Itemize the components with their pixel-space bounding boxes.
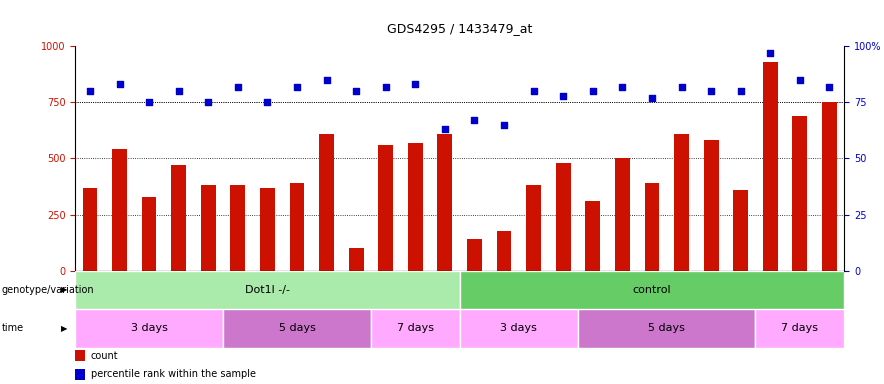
Bar	[704, 141, 719, 271]
Point	[202, 99, 216, 105]
Bar	[822, 102, 837, 271]
Bar	[438, 134, 453, 271]
Bar	[141, 197, 156, 271]
Bar	[615, 159, 629, 271]
Text: 7 days: 7 days	[397, 323, 434, 333]
Point	[793, 77, 807, 83]
Point	[615, 83, 629, 89]
Text: GDS4295 / 1433479_at: GDS4295 / 1433479_at	[387, 22, 532, 35]
Point	[704, 88, 718, 94]
Point	[763, 50, 777, 56]
Bar	[460, 271, 844, 309]
Text: 7 days: 7 days	[781, 323, 819, 333]
Text: 3 days: 3 days	[500, 323, 537, 333]
Bar	[467, 239, 482, 271]
Point	[260, 99, 274, 105]
Bar	[82, 188, 97, 271]
Bar	[231, 185, 245, 271]
Text: 5 days: 5 days	[648, 323, 685, 333]
Bar	[756, 309, 844, 348]
Bar	[585, 201, 600, 271]
Bar	[763, 62, 778, 271]
Point	[83, 88, 97, 94]
Text: percentile rank within the sample: percentile rank within the sample	[90, 369, 255, 379]
Text: genotype/variation: genotype/variation	[2, 285, 95, 295]
Bar	[75, 351, 85, 361]
Bar	[792, 116, 807, 271]
Point	[231, 83, 245, 89]
Bar	[578, 309, 756, 348]
Point	[822, 83, 836, 89]
Bar	[497, 232, 512, 271]
Bar	[75, 309, 223, 348]
Text: ▶: ▶	[61, 285, 68, 295]
Point	[408, 81, 423, 87]
Bar	[349, 248, 363, 271]
Bar	[556, 163, 570, 271]
Bar	[290, 183, 304, 271]
Text: ▶: ▶	[61, 324, 68, 333]
Point	[556, 93, 570, 99]
Point	[674, 83, 689, 89]
Point	[645, 95, 659, 101]
Text: Dot1l -/-: Dot1l -/-	[245, 285, 290, 295]
Text: control: control	[633, 285, 671, 295]
Bar	[223, 309, 371, 348]
Text: 5 days: 5 days	[278, 323, 316, 333]
Point	[586, 88, 600, 94]
Bar	[644, 183, 659, 271]
Bar	[408, 143, 423, 271]
Point	[378, 83, 392, 89]
Bar	[319, 134, 334, 271]
Point	[734, 88, 748, 94]
Point	[527, 88, 541, 94]
Bar	[378, 145, 393, 271]
Text: 3 days: 3 days	[131, 323, 168, 333]
Point	[497, 122, 511, 128]
Point	[290, 83, 304, 89]
Bar	[260, 188, 275, 271]
Text: count: count	[90, 351, 118, 361]
Bar	[460, 309, 578, 348]
Bar	[171, 165, 186, 271]
Point	[468, 117, 482, 123]
Bar	[75, 369, 85, 380]
Bar	[75, 271, 460, 309]
Bar	[734, 190, 748, 271]
Point	[171, 88, 186, 94]
Point	[349, 88, 363, 94]
Bar	[112, 149, 127, 271]
Point	[112, 81, 126, 87]
Bar	[201, 185, 216, 271]
Bar	[526, 185, 541, 271]
Bar	[371, 309, 460, 348]
Text: time: time	[2, 323, 24, 333]
Point	[438, 126, 452, 132]
Point	[142, 99, 156, 105]
Point	[319, 77, 333, 83]
Bar	[674, 134, 689, 271]
